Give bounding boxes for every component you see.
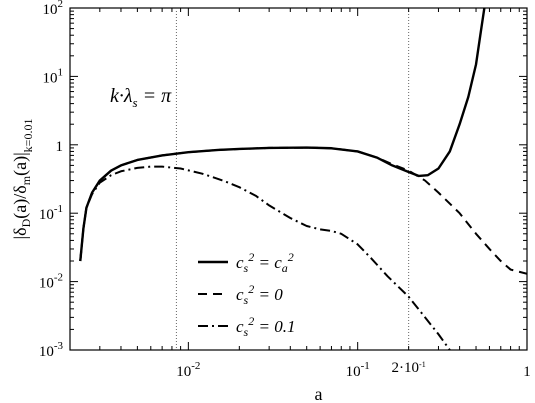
series-line-1	[79, 146, 527, 275]
x-tick-label: 10-1	[346, 360, 370, 380]
legend-label-0: cs2 = ca2	[236, 250, 294, 275]
legend-label-2: cs2 = 0.1	[236, 314, 295, 339]
x-tick-label: 2·10-1	[392, 360, 426, 376]
legend-label-1: cs2 = 0	[236, 282, 283, 307]
plot-area: 10-2 10-1 2·10-1 1 10-3 10-2 10-1 1 101 102 a |δD(a…	[10, 0, 531, 403]
annotation: k·λs = π	[110, 85, 172, 110]
y-tick-label: 10-3	[39, 340, 64, 360]
series-line-0	[79, 8, 486, 262]
y-axis-label: |δD(a)/δm(a)|k=0.01	[10, 119, 35, 240]
x-axis-label: a	[315, 384, 323, 403]
x-tick-label: 10-2	[176, 360, 200, 380]
y-tick-label: 10-2	[39, 272, 63, 292]
y-tick-label: 10-1	[39, 203, 63, 223]
y-tick-label: 1	[56, 139, 64, 155]
y-tick-label: 101	[43, 66, 64, 86]
series-line-2	[79, 165, 451, 350]
plot-frame	[69, 7, 528, 351]
x-tick-label: 1	[523, 364, 531, 380]
y-tick-label: 102	[43, 0, 64, 18]
